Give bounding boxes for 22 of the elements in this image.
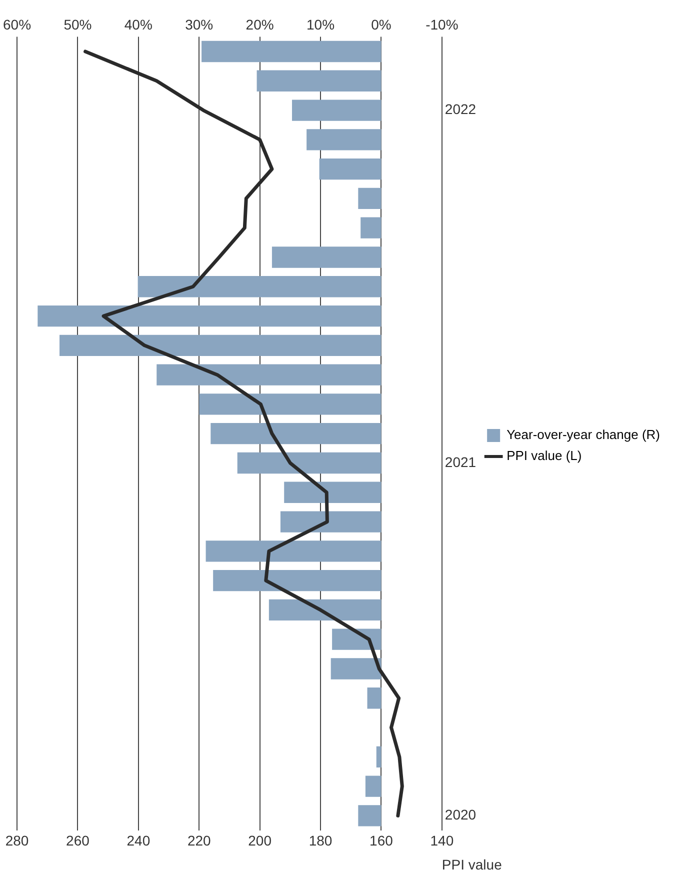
x-tick-label: 240: [126, 832, 150, 849]
x-tick-label: 160: [370, 832, 394, 849]
x2-tick-label: 30%: [185, 16, 214, 32]
x-axis-title: PPI value: [442, 856, 502, 872]
x2-tick-label: 10%: [306, 16, 335, 32]
x2-tick-label: 60%: [2, 16, 32, 32]
x2-tick-label: 40%: [124, 16, 152, 32]
x-tick-label: 140: [430, 832, 454, 849]
y-tick-label: 2022: [444, 101, 476, 118]
x-tick-label: 180: [308, 832, 332, 849]
x2-tick-label: -10%: [426, 16, 458, 32]
x-tick-label: 200: [248, 832, 272, 849]
x2-tick-label: 0%: [371, 16, 392, 32]
x-tick-label: 260: [66, 832, 90, 849]
legend-label: PPI value (L): [506, 448, 582, 464]
x-tick-label: 220: [187, 832, 212, 849]
x2-tick-label: 50%: [64, 16, 92, 32]
x2-tick-label: 20%: [246, 16, 274, 32]
y-tick-label: 2020: [444, 806, 476, 823]
y-tick-label: 2021: [444, 454, 476, 470]
x-tick-label: 280: [5, 832, 29, 849]
legend-label: Year-over-year change (R): [506, 427, 660, 442]
